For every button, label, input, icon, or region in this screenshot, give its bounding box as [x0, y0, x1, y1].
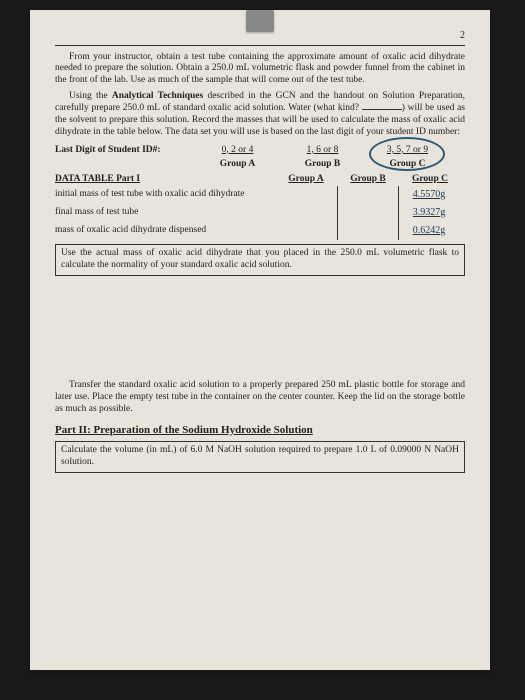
- row3-label: mass of oxalic acid dihydrate dispensed: [55, 225, 277, 237]
- calc-box-2: Calculate the volume (in mL) of 6.0 M Na…: [55, 441, 465, 473]
- col-3579: 3, 5, 7 or 9: [365, 145, 450, 157]
- group-c: Group C: [365, 159, 450, 171]
- r1b: [338, 186, 399, 204]
- row-final-mass: final mass of test tube 3.9327g: [55, 204, 465, 222]
- r2c: 3.9327g: [399, 204, 459, 222]
- id-digit-row: Last Digit of Student ID#: 0, 2 or 4 1, …: [55, 145, 465, 157]
- paragraph-3: Transfer the standard oxalic acid soluti…: [55, 380, 465, 416]
- r3c: 0.6242g: [399, 222, 459, 240]
- row1-label: initial mass of test tube with oxalic ac…: [55, 189, 277, 201]
- col-024: 0, 2 or 4: [195, 145, 280, 157]
- worksheet-page: 2 From your instructor, obtain a test tu…: [30, 10, 490, 670]
- r3b: [338, 222, 399, 240]
- paragraph-2: Using the Analytical Techniques describe…: [55, 91, 465, 139]
- data-table-label: DATA TABLE Part I: [55, 174, 275, 186]
- workspace-2: [55, 477, 465, 532]
- row2-label: final mass of test tube: [55, 207, 277, 219]
- group-a: Group A: [195, 159, 280, 171]
- table-header: DATA TABLE Part I Group A Group B Group …: [55, 174, 465, 186]
- part-ii-title: Part II: Preparation of the Sodium Hydro…: [55, 424, 465, 438]
- head-c: Group C: [399, 174, 461, 186]
- box1-text: Use the actual mass of oxalic acid dihyd…: [61, 248, 459, 270]
- top-rule: [55, 45, 465, 46]
- lastdigit-label: Last Digit of Student ID#:: [55, 145, 195, 157]
- p2a: Using the: [69, 91, 112, 101]
- spacer: [55, 159, 195, 171]
- r1c: 4.5570g: [399, 186, 459, 204]
- binder-clip: [246, 10, 274, 32]
- p2bold: Analytical Techniques: [112, 91, 203, 101]
- col-168: 1, 6 or 8: [280, 145, 365, 157]
- paragraph-1: From your instructor, obtain a test tube…: [55, 52, 465, 88]
- blank-water-kind: [362, 109, 402, 110]
- r1a: [277, 186, 338, 204]
- r2a: [277, 204, 338, 222]
- calc-box-1: Use the actual mass of oxalic acid dihyd…: [55, 244, 465, 276]
- row-initial-mass: initial mass of test tube with oxalic ac…: [55, 186, 465, 204]
- group-name-row: Group A Group B Group C: [55, 159, 465, 171]
- row-dispensed: mass of oxalic acid dihydrate dispensed …: [55, 222, 465, 240]
- r2b: [338, 204, 399, 222]
- workspace-1: [55, 280, 465, 380]
- group-b: Group B: [280, 159, 365, 171]
- col-3579-text: 3, 5, 7 or 9: [387, 145, 428, 155]
- r3a: [277, 222, 338, 240]
- head-b: Group B: [337, 174, 399, 186]
- photo-frame: 2 From your instructor, obtain a test tu…: [0, 0, 525, 700]
- box2-text: Calculate the volume (in mL) of 6.0 M Na…: [61, 445, 459, 467]
- head-a: Group A: [275, 174, 337, 186]
